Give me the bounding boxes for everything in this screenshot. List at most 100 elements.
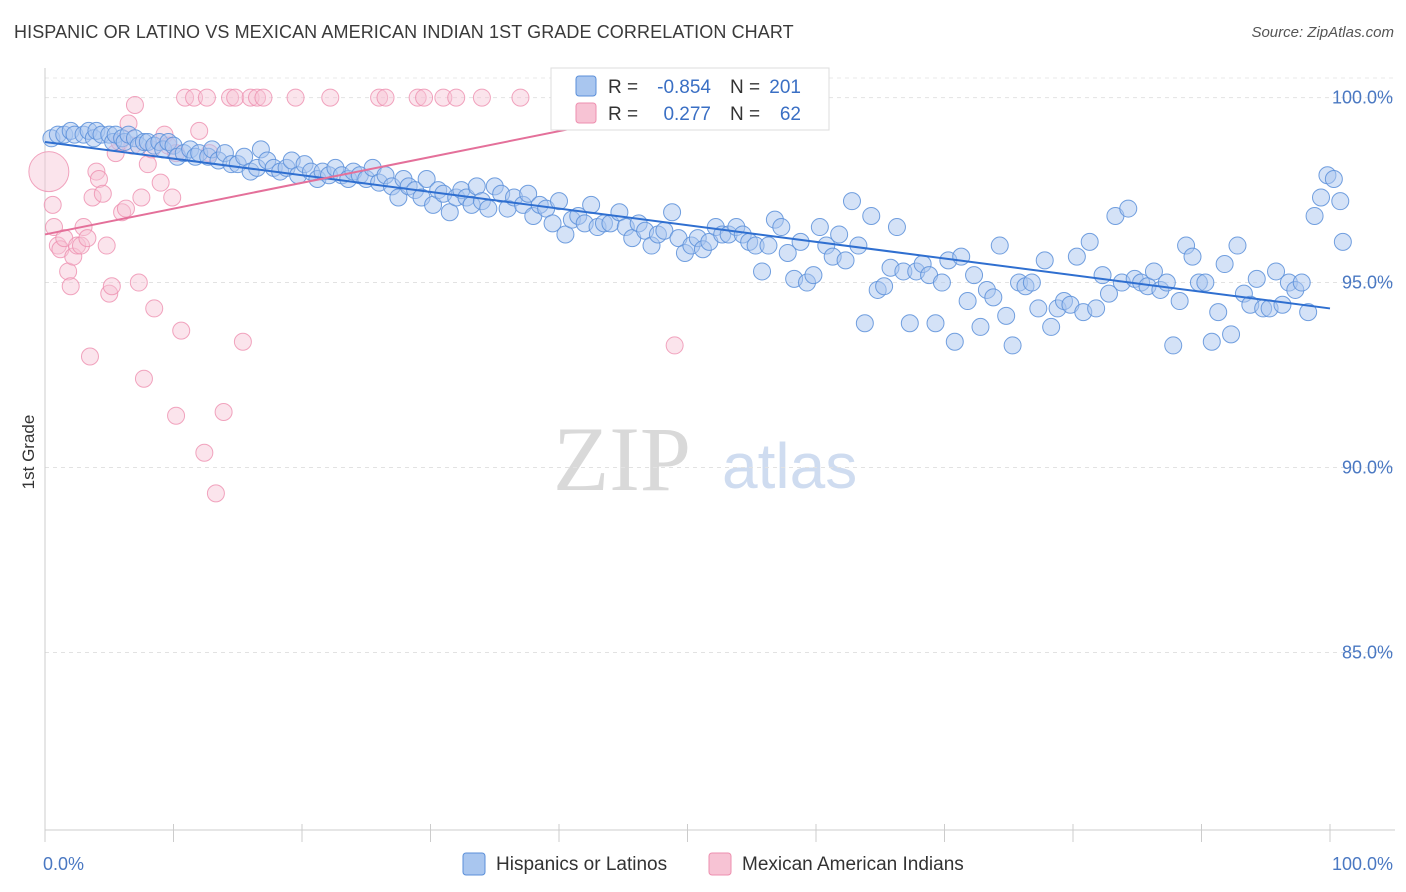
legend-swatch-blue: [462, 852, 486, 876]
data-point-mexican: [87, 162, 106, 181]
data-point-hispanic: [791, 232, 810, 251]
data-point-mexican: [197, 88, 216, 107]
data-point-mexican: [100, 284, 119, 303]
x-tick-label: 100.0%: [1332, 854, 1393, 874]
data-point-hispanic: [952, 247, 971, 266]
data-point-hispanic: [945, 332, 964, 351]
data-point-hispanic: [842, 192, 861, 211]
data-point-mexican: [190, 121, 209, 140]
data-point-hispanic: [1292, 273, 1311, 292]
data-point-mexican: [665, 336, 684, 355]
data-point-mexican: [93, 184, 112, 203]
data-point-hispanic: [855, 314, 874, 333]
data-point-hispanic: [417, 169, 436, 188]
data-point-hispanic: [958, 292, 977, 311]
data-point-hispanic: [582, 195, 601, 214]
y-tick-label: 85.0%: [1342, 642, 1393, 662]
data-point-hispanic: [810, 218, 829, 237]
data-point-hispanic: [990, 236, 1009, 255]
data-point-hispanic: [550, 192, 568, 211]
data-point-mexican: [145, 299, 164, 318]
data-point-hispanic: [862, 206, 881, 225]
data-point-mexican: [163, 188, 182, 207]
data-point-mexican: [78, 229, 97, 248]
stats-legend-box: [550, 67, 830, 131]
data-point-mexican: [408, 88, 427, 107]
data-point-hispanic: [1003, 336, 1022, 355]
data-point-mexican: [43, 195, 62, 214]
stats-r-value: -0.854: [657, 77, 711, 98]
data-point-mexican: [116, 199, 135, 218]
data-point-hispanic: [1144, 262, 1163, 281]
data-point-hispanic: [1267, 262, 1286, 281]
data-point-mexican: [447, 88, 466, 107]
data-point-mexican: [248, 88, 267, 107]
data-point-hispanic: [804, 266, 823, 285]
y-axis-label: 1st Grade: [19, 415, 38, 490]
data-point-mexican: [83, 188, 102, 207]
stats-r-label: R =: [608, 77, 638, 98]
data-point-hispanic: [1324, 169, 1343, 188]
data-point-hispanic: [1087, 299, 1106, 318]
data-point-mexican: [226, 88, 245, 107]
data-point-hispanic: [1022, 273, 1041, 292]
y-tick-label: 95.0%: [1342, 273, 1393, 293]
data-point-mexican: [125, 95, 144, 114]
data-point-mexican: [286, 88, 305, 107]
watermark-atlas: atlas: [722, 430, 857, 502]
data-point-mexican: [214, 403, 233, 422]
data-point-hispanic: [1099, 284, 1118, 303]
stats-r-label: R =: [608, 104, 638, 125]
data-point-hispanic: [1029, 299, 1048, 318]
data-point-hispanic: [1247, 269, 1266, 288]
data-point-hispanic: [1209, 303, 1228, 322]
data-point-hispanic: [1331, 192, 1350, 211]
y-tick-label: 100.0%: [1332, 88, 1393, 108]
data-point-hispanic: [1202, 332, 1221, 351]
legend-label-mexican: Mexican American Indians: [742, 854, 964, 875]
data-point-mexican: [370, 88, 389, 107]
data-point-hispanic: [1305, 206, 1324, 225]
data-point-mexican: [472, 88, 491, 107]
data-point-hispanic: [479, 199, 498, 218]
data-point-mexican: [28, 151, 70, 193]
data-point-mexican: [61, 277, 80, 296]
data-point-mexican: [511, 88, 530, 107]
x-tick-label: 0.0%: [43, 854, 84, 874]
data-point-hispanic: [932, 273, 951, 292]
data-point-mexican: [102, 277, 121, 296]
data-point-hispanic: [875, 277, 894, 296]
data-point-hispanic: [1164, 336, 1183, 355]
data-point-mexican: [185, 88, 204, 107]
data-point-hispanic: [1312, 188, 1331, 207]
data-point-hispanic: [1093, 266, 1112, 285]
stats-n-label: N =: [730, 77, 760, 98]
stats-legend: R = -0.854 N = 201 R = 0.277 N = 62: [550, 67, 830, 131]
data-point-hispanic: [1067, 247, 1086, 266]
data-point-hispanic: [772, 218, 791, 237]
data-point-mexican: [233, 332, 252, 351]
data-point-mexican: [172, 321, 191, 340]
data-point-mexican: [167, 406, 186, 425]
legend-swatch-pink: [708, 852, 732, 876]
data-point-mexican: [80, 347, 99, 366]
legend-label-hispanics: Hispanics or Latinos: [496, 854, 667, 875]
data-point-mexican: [321, 88, 340, 107]
data-point-hispanic: [759, 236, 778, 255]
y-tick-label: 90.0%: [1342, 457, 1393, 477]
series-mexican-american-indians: [28, 88, 684, 503]
data-point-hispanic: [926, 314, 945, 333]
stats-n-value: 62: [780, 104, 801, 125]
data-point-mexican: [376, 88, 395, 107]
data-point-hispanic: [965, 266, 984, 285]
data-point-mexican: [151, 173, 170, 192]
data-point-mexican: [221, 88, 240, 107]
data-point-hispanic: [1035, 251, 1054, 270]
data-point-hispanic: [830, 225, 849, 244]
stats-n-label: N =: [730, 104, 760, 125]
data-point-mexican: [97, 236, 116, 255]
data-point-hispanic: [849, 236, 868, 255]
data-point-hispanic: [519, 184, 538, 203]
data-point-hispanic: [1196, 273, 1215, 292]
